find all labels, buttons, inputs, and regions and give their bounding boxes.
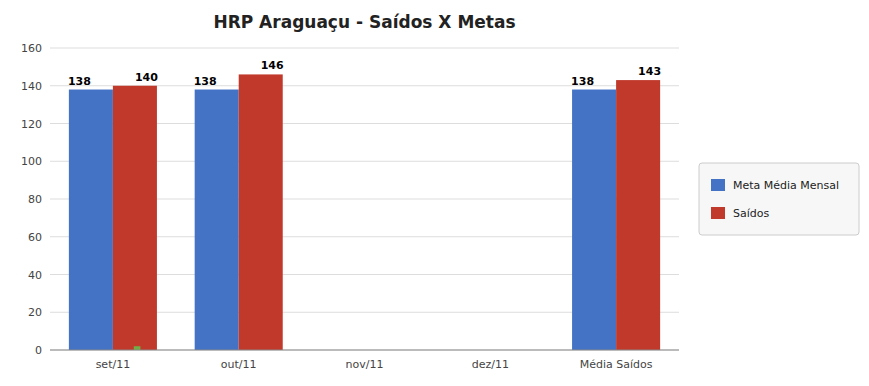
y-tick-label: 140 bbox=[21, 80, 42, 93]
data-label: 138 bbox=[571, 75, 594, 88]
y-tick-label: 160 bbox=[21, 42, 42, 55]
x-tick-label: out/11 bbox=[221, 358, 257, 371]
bar bbox=[69, 90, 113, 350]
bar bbox=[113, 86, 157, 350]
legend-swatch bbox=[711, 207, 725, 219]
grid-line bbox=[50, 350, 679, 351]
x-tick-label: Média Saídos bbox=[580, 358, 653, 371]
bar bbox=[616, 80, 660, 350]
legend-box bbox=[699, 163, 859, 235]
data-label: 140 bbox=[135, 71, 158, 84]
y-tick-label: 20 bbox=[28, 306, 42, 319]
grid-line bbox=[50, 48, 679, 49]
y-tick-label: 40 bbox=[28, 269, 42, 282]
x-tick-label: nov/11 bbox=[346, 358, 384, 371]
y-tick-label: 60 bbox=[28, 231, 42, 244]
bar bbox=[572, 90, 616, 350]
y-tick-label: 120 bbox=[21, 118, 42, 131]
data-label: 143 bbox=[638, 65, 661, 78]
grid bbox=[50, 48, 679, 350]
legend-label: Meta Média Mensal bbox=[733, 179, 839, 192]
bar bbox=[239, 74, 283, 350]
bar bbox=[195, 90, 239, 350]
chart-title: HRP Araguaçu - Saídos X Metas bbox=[213, 12, 515, 32]
data-label: 146 bbox=[261, 59, 284, 72]
chart-svg: HRP Araguaçu - Saídos X Metas 0 20 40 60 80 10… bbox=[0, 0, 869, 386]
data-label: 138 bbox=[194, 75, 217, 88]
legend-label: Saídos bbox=[733, 207, 769, 220]
data-label: 138 bbox=[68, 75, 91, 88]
bars bbox=[69, 74, 660, 350]
chart-container: HRP Araguaçu - Saídos X Metas 0 20 40 60 80 10… bbox=[0, 0, 869, 386]
legend-swatch bbox=[711, 179, 725, 191]
x-axis-line bbox=[50, 350, 679, 351]
y-tick-label: 80 bbox=[28, 193, 42, 206]
x-tick-label: dez/11 bbox=[472, 358, 509, 371]
x-tick-label: set/11 bbox=[96, 358, 131, 371]
y-tick-label: 100 bbox=[21, 155, 42, 168]
bar bbox=[134, 346, 141, 350]
legend: Meta Média Mensal Saídos bbox=[699, 163, 859, 235]
data-labels: 138 138 138 140 146 143 bbox=[68, 59, 661, 87]
y-tick-label: 0 bbox=[35, 344, 42, 357]
